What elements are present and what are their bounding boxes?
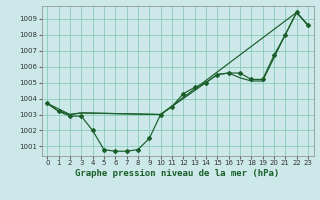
X-axis label: Graphe pression niveau de la mer (hPa): Graphe pression niveau de la mer (hPa) (76, 169, 280, 178)
